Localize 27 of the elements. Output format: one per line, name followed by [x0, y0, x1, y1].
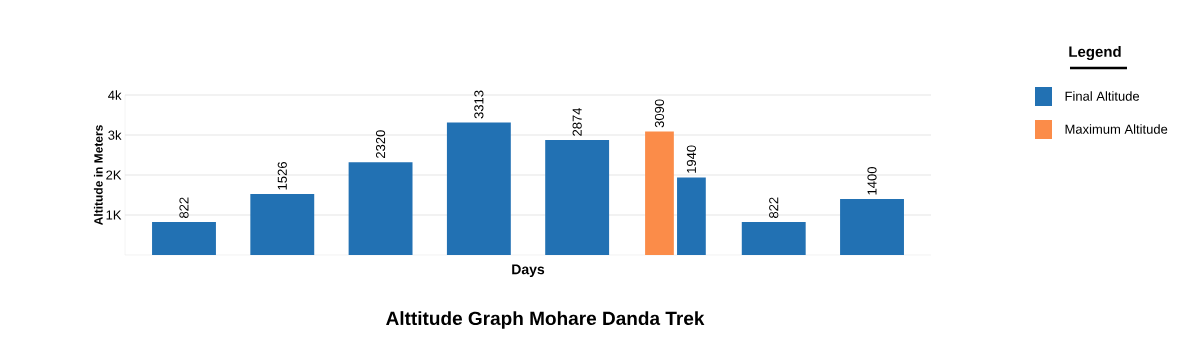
bar [741, 222, 806, 255]
bar [446, 122, 511, 255]
data-label: 1940 [686, 145, 697, 173]
legend-label: Maximum Altitude [1065, 124, 1168, 134]
data-label: 822 [179, 197, 189, 219]
legend-title: Legend [1069, 45, 1121, 61]
text: Alttitude Graph Mohare Danda Trek [386, 311, 705, 329]
data-label: 822 [769, 197, 779, 219]
y-tick-label: 3k [108, 130, 122, 140]
bar [152, 222, 216, 255]
bar [545, 140, 610, 255]
y-tick-label: 1K [106, 210, 122, 220]
data-label: 3090 [654, 99, 665, 128]
legend-label: Final Altitude [1065, 91, 1140, 101]
bar [250, 193, 315, 255]
bar [645, 131, 674, 255]
data-label: 2874 [572, 107, 582, 136]
y-tick-label: 2K [106, 170, 122, 180]
data-label: 1526 [277, 162, 287, 190]
y-tick-label: 4k [108, 90, 122, 100]
bar [840, 198, 904, 255]
data-label: 3313 [474, 90, 484, 119]
x-axis-title: Days [512, 264, 545, 278]
y-axis-title: Altitude in Meters [93, 125, 103, 226]
bar [348, 162, 413, 255]
data-label: 2320 [375, 130, 386, 158]
data-label: 1400 [867, 167, 877, 195]
